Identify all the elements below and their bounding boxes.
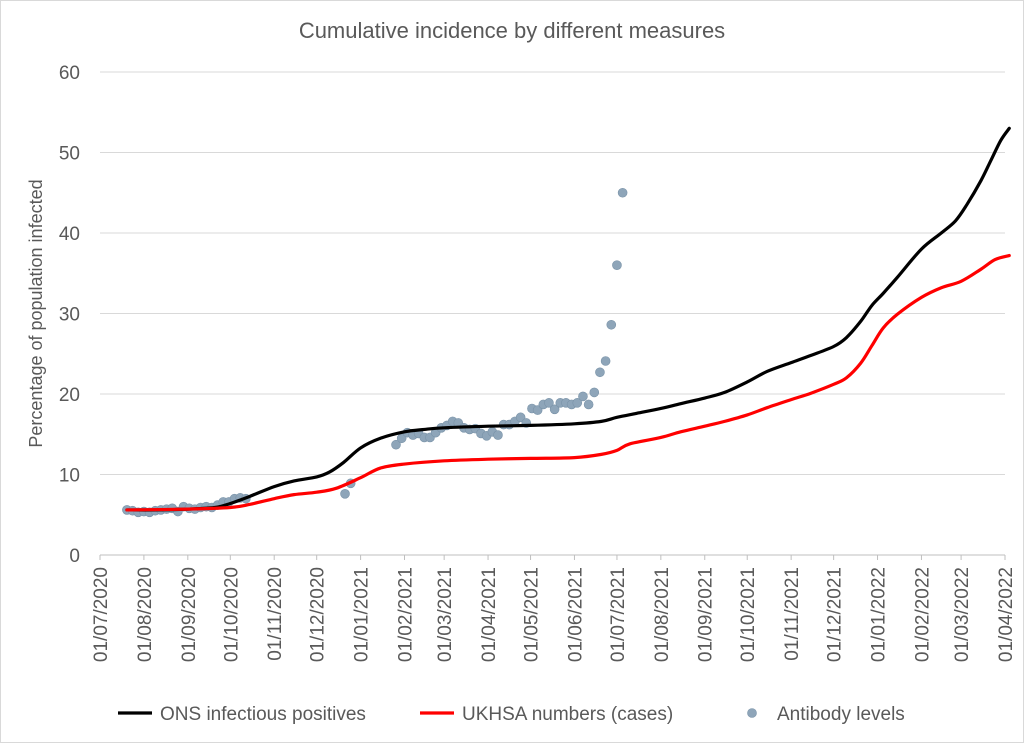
x-tick-label: 01/05/2021 (522, 567, 543, 662)
legend-item: UKHSA numbers (cases) (420, 704, 673, 725)
x-tick-label: 01/01/2021 (352, 567, 373, 662)
x-tick-label: 01/03/2021 (435, 567, 456, 662)
x-tick-label: 01/02/2021 (395, 567, 416, 662)
data-point (340, 489, 350, 499)
x-tick-label: 01/11/2020 (265, 567, 286, 661)
y-tick-label: 20 (59, 385, 80, 406)
x-tick-label: 01/04/2021 (479, 567, 500, 662)
x-axis-tick-labels: 01/07/2020 01/08/2020 01/09/2020 01/10/2020… (91, 555, 1017, 662)
data-point (572, 398, 583, 408)
legend-label: UKHSA numbers (cases) (462, 704, 673, 725)
legend: ONS infectious positives UKHSA numbers (c… (118, 704, 905, 725)
y-tick-label: 30 (59, 305, 80, 326)
x-tick-label: 01/08/2021 (652, 567, 673, 662)
series-line (125, 253, 1011, 512)
x-tick-label: 01/06/2021 (565, 567, 586, 662)
series-ons-infectious-positives (125, 126, 1011, 512)
data-point (606, 319, 617, 330)
y-tick-label: 40 (59, 224, 80, 245)
legend-swatch (747, 708, 757, 718)
y-axis-tick-labels: 0 10 20 30 40 50 60 (59, 63, 80, 567)
data-point (544, 398, 554, 408)
x-tick-label: 01/11/2021 (782, 567, 803, 661)
x-tick-label: 01/12/2020 (308, 567, 329, 662)
data-point (493, 430, 503, 440)
legend-label: ONS infectious positives (160, 704, 366, 725)
legend-item: Antibody levels (747, 704, 905, 725)
legend-label: Antibody levels (777, 704, 905, 725)
x-tick-label: 01/12/2021 (825, 567, 846, 662)
data-point (612, 260, 622, 271)
y-tick-label: 60 (59, 63, 80, 84)
data-point (578, 391, 588, 402)
data-point (589, 387, 600, 398)
x-tick-label: 01/08/2020 (135, 567, 156, 662)
chart-title: Cumulative incidence by different measur… (299, 18, 725, 43)
x-tick-label: 01/02/2022 (912, 567, 933, 662)
data-point (595, 367, 605, 378)
x-tick-label: 01/03/2022 (952, 567, 973, 662)
x-tick-label: 01/04/2022 (996, 567, 1017, 662)
series-line (125, 126, 1011, 512)
data-point (600, 356, 611, 366)
gridlines (100, 71, 1005, 475)
y-tick-label: 10 (59, 466, 80, 487)
y-tick-label: 50 (59, 144, 80, 165)
y-tick-label: 0 (69, 546, 80, 567)
x-tick-label: 01/10/2020 (221, 567, 242, 662)
x-tick-label: 01/07/2021 (608, 567, 629, 662)
data-point (617, 187, 628, 198)
x-tick-label: 01/09/2021 (696, 567, 717, 662)
series-layer (122, 126, 1011, 518)
data-point (391, 439, 401, 450)
x-tick-label: 01/10/2021 (738, 567, 759, 662)
x-tick-label: 01/09/2020 (179, 567, 200, 662)
x-tick-label: 01/01/2022 (869, 567, 890, 662)
data-point (532, 405, 543, 415)
series-ukhsa-numbers-cases (125, 253, 1011, 512)
data-point (549, 404, 560, 415)
data-point (515, 412, 526, 423)
data-point (583, 399, 594, 410)
legend-item: ONS infectious positives (118, 704, 366, 725)
x-tick-label: 01/07/2020 (91, 567, 112, 662)
y-axis-label: Percentage of population infected (26, 179, 46, 447)
